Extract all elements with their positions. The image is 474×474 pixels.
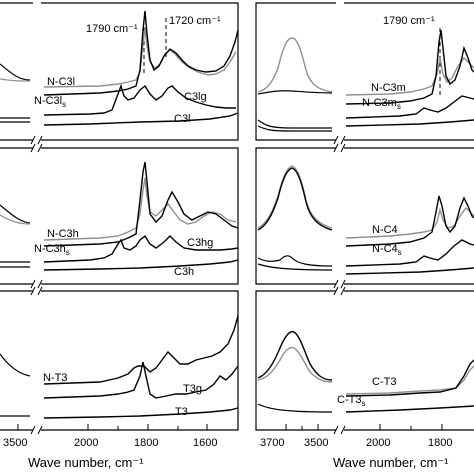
label-n-c3ms: N-C3ms xyxy=(362,97,401,111)
label-n-t3: N-T3 xyxy=(43,372,67,384)
label-c3hg: C3hg xyxy=(187,237,213,249)
label-marker-1720: 1720 cm⁻¹ xyxy=(169,15,221,27)
tick-label-2000-left: 2000 xyxy=(74,437,98,449)
panel-bottom-right: C-T3 C-T3s xyxy=(257,330,474,413)
label-n-c3ls: N-C3ls xyxy=(34,95,66,109)
series-oh-base-3 xyxy=(257,255,333,267)
panel-top-left: 1790 cm⁻¹ 1720 cm⁻¹ N-C3l N-C3ls C3lg C3… xyxy=(0,10,239,126)
series-c-t3s xyxy=(345,359,474,397)
series-oh-stub-2 xyxy=(0,78,31,82)
label-c-t3: C-T3 xyxy=(372,376,396,388)
panel-frame-top-left xyxy=(0,2,239,141)
series-oh-stub-9 xyxy=(0,353,31,377)
panel-frame-mid-left xyxy=(0,147,239,285)
label-n-c3hs: N-C3hs xyxy=(34,243,70,257)
label-n-c3l: N-C3l xyxy=(47,76,75,88)
series-oh-stub-1 xyxy=(0,63,31,81)
tick-labels: 3500 2000 1800 1600 3700 3500 2000 1800 xyxy=(3,437,452,449)
axis-breaks xyxy=(30,0,346,435)
label-c3h: C3h xyxy=(174,266,194,278)
tick-label-3500-left: 3500 xyxy=(3,437,27,449)
series-oh-base-1 xyxy=(257,119,332,129)
series-oh-band-gray-2 xyxy=(257,165,333,229)
label-n-c4s: N-C4s xyxy=(372,243,402,257)
series-c3l xyxy=(43,112,239,126)
panel-frame-top-right xyxy=(255,2,474,141)
label-marker-1790: 1790 cm⁻¹ xyxy=(86,23,138,35)
tick-label-2000-right: 2000 xyxy=(366,437,390,449)
panel-frame-mid-right xyxy=(255,147,474,285)
panel-middle-left: N-C3h N-C3hs C3hg C3h xyxy=(0,161,239,278)
series-oh-band-black-3 xyxy=(257,330,333,381)
series-t3g xyxy=(43,361,239,399)
tick-label-3500-right: 3500 xyxy=(304,437,328,449)
label-c3l: C3l xyxy=(174,113,191,125)
series-bot-right-lower xyxy=(345,405,474,413)
series-oh-stub-5 xyxy=(0,204,31,224)
panel-middle-right: N-C4 N-C4s xyxy=(257,165,474,275)
tick-label-1800-right: 1800 xyxy=(428,437,452,449)
x-axis-title-left: Wave number, cm⁻¹ xyxy=(28,455,144,470)
series-top-right-lower-2 xyxy=(345,119,474,127)
label-n-c3m: N-C3m xyxy=(371,82,406,94)
x-axis-title-right: Wave number, cm⁻¹ xyxy=(333,455,449,470)
series-oh-band-black-2 xyxy=(257,167,333,231)
tick-label-1800-left: 1800 xyxy=(134,437,158,449)
series-oh-band-black xyxy=(257,90,333,95)
label-n-c3h: N-C3h xyxy=(47,228,79,240)
label-n-c4: N-C4 xyxy=(372,224,398,236)
series-n-c3ms xyxy=(345,29,474,105)
series-n-c3ls xyxy=(43,10,239,96)
series-n-c3hs xyxy=(43,161,239,247)
series-oh-base-2 xyxy=(257,125,332,132)
tick-label-3700-right: 3700 xyxy=(260,437,284,449)
series-n-c4 xyxy=(345,206,474,239)
tick-marks xyxy=(17,424,443,430)
series-c3h xyxy=(43,259,239,271)
series-oh-band-gray-3 xyxy=(257,346,333,383)
panel-frame-bot-left xyxy=(0,290,239,431)
label-t3: T3 xyxy=(175,406,188,418)
panel-frame-bot-right xyxy=(255,290,474,431)
series-top-right-lower-1 xyxy=(345,95,474,119)
panel-bottom-left: N-T3 T3g T3 xyxy=(0,315,239,419)
label-t3g: T3g xyxy=(183,383,202,395)
series-c3lg xyxy=(43,83,236,116)
series-t3 xyxy=(43,407,239,419)
tick-label-1600-left: 1600 xyxy=(193,437,217,449)
series-n-c4s xyxy=(345,195,474,247)
series-c-t3 xyxy=(345,365,474,395)
series-oh-base-5 xyxy=(257,403,333,413)
series-n-c3h xyxy=(43,177,237,241)
series-c3hg xyxy=(43,234,239,263)
series-oh-band-gray xyxy=(257,37,333,93)
label-marker-1790-right: 1790 cm⁻¹ xyxy=(383,15,435,27)
series-oh-stub-6 xyxy=(0,214,31,225)
series-n-t3 xyxy=(43,315,239,385)
series-mid-right-lower-1 xyxy=(345,239,474,267)
series-n-c3m xyxy=(345,56,474,96)
series-oh-base-4 xyxy=(257,263,333,271)
panel-top-right: 1790 cm⁻¹ N-C3m N-C3ms xyxy=(257,15,474,132)
label-c3lg: C3lg xyxy=(184,91,207,103)
label-c-t3s: C-T3s xyxy=(337,394,365,408)
series-mid-right-lower-2 xyxy=(345,267,474,275)
